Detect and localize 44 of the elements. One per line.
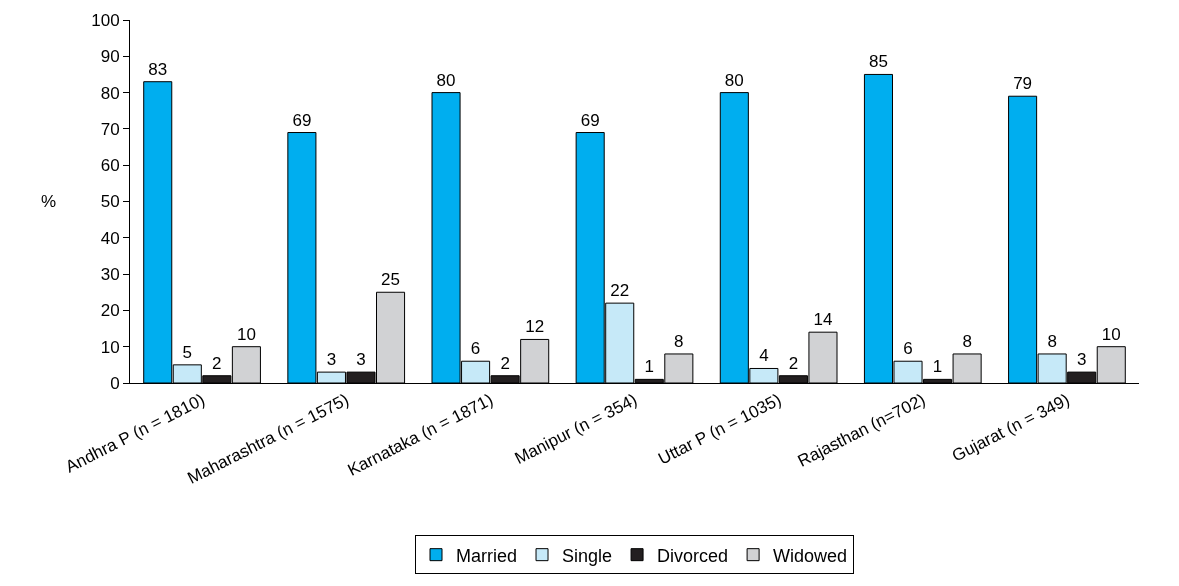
data-label: 2: [788, 353, 799, 373]
data-label: 4: [759, 346, 769, 366]
y-tick-label: 100: [91, 10, 120, 30]
y-tick-label: 80: [100, 83, 120, 103]
data-label: 25: [381, 270, 400, 290]
data-label: 3: [326, 350, 337, 370]
y-tick-label: 10: [100, 337, 120, 357]
y-tick-label: 0: [110, 373, 120, 393]
data-label: 85: [869, 52, 888, 72]
data-label: 3: [1076, 350, 1087, 370]
y-tick-label: 60: [100, 156, 120, 176]
y-tick-label: 70: [100, 119, 120, 139]
data-label: 8: [674, 331, 684, 351]
data-label: 69: [580, 110, 600, 130]
data-label: 2: [500, 353, 510, 373]
data-label: 22: [610, 281, 630, 301]
y-tick-label: 50: [100, 192, 120, 212]
legend-label: Widowed: [773, 545, 848, 566]
y-tick-label: 20: [100, 301, 120, 321]
data-label: 14: [813, 310, 833, 330]
data-label: 6: [903, 339, 913, 359]
data-label: 1: [932, 357, 943, 377]
legend-label: Married: [456, 545, 518, 566]
data-label: 6: [470, 339, 481, 359]
data-label: 3: [356, 350, 366, 370]
data-label: 1: [644, 357, 655, 377]
y-tick-label: 40: [100, 228, 120, 248]
data-label: 69: [292, 110, 312, 130]
data-label: 5: [182, 342, 193, 362]
data-label: 80: [436, 70, 456, 90]
data-label: 10: [236, 324, 256, 344]
legend-label: Divorced: [657, 545, 729, 566]
y-tick-label: 30: [100, 265, 120, 285]
data-label: 8: [962, 331, 972, 351]
data-label: 83: [148, 59, 168, 79]
data-label: 79: [1013, 74, 1033, 94]
data-label: 80: [724, 70, 744, 90]
legend-label: Single: [562, 545, 613, 566]
data-label: 10: [1101, 324, 1121, 344]
y-axis-title: %: [41, 192, 57, 211]
data-label: 12: [525, 317, 545, 337]
data-label: 8: [1047, 331, 1057, 351]
data-label: 2: [212, 353, 222, 373]
y-tick-label: 90: [100, 47, 120, 67]
